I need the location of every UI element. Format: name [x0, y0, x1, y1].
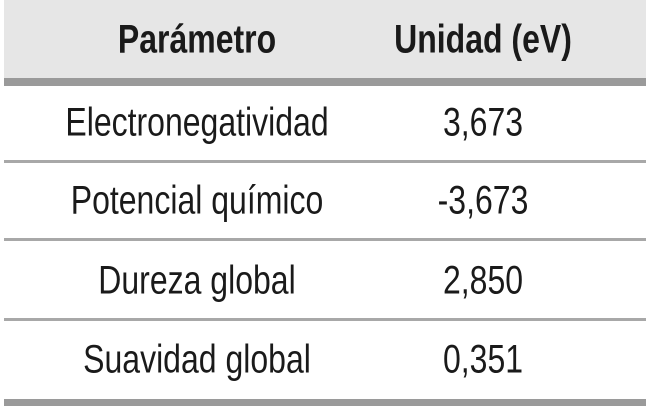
cell-text: 2,850	[443, 257, 523, 302]
header-background	[4, 0, 646, 80]
cell-text: Electronegatividad	[65, 99, 328, 144]
cell-text: 3,673	[443, 99, 523, 144]
cell-text: Dureza global	[98, 257, 295, 302]
cell-text-cell: 3,673	[443, 99, 523, 144]
bottom-rule	[4, 399, 646, 406]
cell-text-cell: 2,850	[443, 257, 523, 302]
cell-text-cell: Electronegatividad	[65, 99, 328, 144]
cells: Parámetro Unidad (eV) Electronegatividad 3,…	[65, 16, 572, 381]
row-rule	[4, 160, 646, 163]
header-text-cell: Unidad (eV)	[394, 16, 572, 61]
cell-text: -3,673	[438, 177, 529, 222]
cell-text: 0,351	[443, 336, 523, 381]
header-text-cell: Parámetro	[118, 16, 276, 61]
cell-text-cell: Dureza global	[98, 257, 295, 302]
cell-text-cell: Potencial químico	[71, 177, 324, 222]
cell-text: Potencial químico	[71, 177, 324, 222]
header-text: Unidad (eV)	[394, 16, 572, 61]
header-rule	[4, 78, 646, 86]
cell-text-cell: 0,351	[443, 336, 523, 381]
header-text: Parámetro	[118, 16, 276, 61]
cell-text-cell: Suavidad global	[83, 336, 311, 381]
row-rule	[4, 238, 646, 241]
cell-text: Suavidad global	[83, 336, 311, 381]
row-rule	[4, 318, 646, 321]
cell-text-cell: -3,673	[438, 177, 529, 222]
